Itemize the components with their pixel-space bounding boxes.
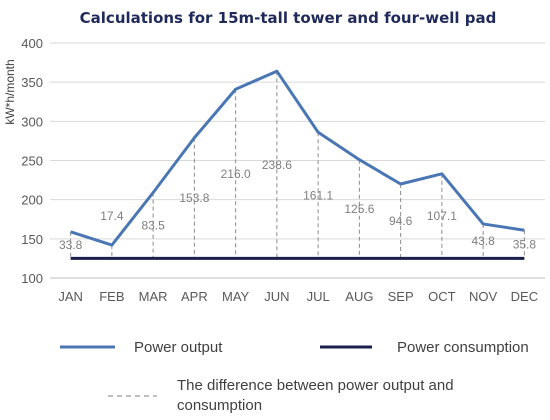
x-tick-jun: JUN [264, 289, 289, 304]
legend-power-output-label: Power output [134, 339, 223, 356]
x-tick-may: MAY [222, 289, 250, 304]
y-tick-labels: 100 150 200 250 300 350 400 [21, 36, 43, 286]
y-tick-200: 200 [21, 193, 43, 208]
series-line-power-output [70, 69, 525, 247]
y-axis-label: kW*h/month [3, 59, 17, 124]
gridlines [50, 42, 545, 279]
x-tick-jul: JUL [307, 289, 330, 304]
difference-label-nov: 43.8 [471, 234, 495, 248]
difference-label-apr: 153.8 [179, 191, 209, 205]
legend-power-consumption-label: Power consumption [397, 339, 529, 356]
y-tick-250: 250 [21, 154, 43, 169]
difference-label-jan: 33.8 [59, 238, 83, 252]
x-tick-apr: APR [181, 289, 208, 304]
difference-label-aug: 125.6 [344, 202, 374, 216]
x-tick-aug: AUG [345, 289, 373, 304]
x-tick-jan: JAN [58, 289, 83, 304]
x-tick-mar: MAR [139, 289, 168, 304]
legend: Power output Power consumption The diffe… [60, 339, 529, 414]
y-tick-300: 300 [21, 114, 43, 129]
legend-difference-line2: consumption [177, 397, 262, 414]
difference-label-mar: 83.5 [141, 219, 165, 233]
legend-difference-line1: The difference between power output and [177, 377, 454, 394]
difference-labels: 33.8 17.4 83.5 153.8 216.0 238.6 161.1 125.6 94.… [59, 158, 536, 252]
difference-label-jul: 161.1 [303, 188, 333, 202]
legend-difference-label: The difference between power output and … [177, 377, 458, 414]
y-tick-350: 350 [21, 75, 43, 90]
y-tick-100: 100 [21, 271, 43, 286]
x-tick-labels: JAN FEB MAR APR MAY JUN JUL AUG SEP OCT NOV DEC [58, 289, 538, 304]
x-tick-sep: SEP [388, 289, 414, 304]
difference-label-oct: 107.1 [427, 209, 457, 223]
chart-title: Calculations for 15m-tall tower and four… [80, 9, 497, 27]
x-tick-oct: OCT [428, 289, 456, 304]
difference-lines [70, 71, 525, 259]
x-tick-dec: DEC [511, 289, 538, 304]
difference-label-may: 216.0 [221, 167, 251, 181]
difference-label-sep: 94.6 [389, 214, 413, 228]
difference-label-feb: 17.4 [100, 209, 124, 223]
difference-label-dec: 35.8 [513, 237, 537, 251]
x-tick-feb: FEB [99, 289, 124, 304]
y-tick-150: 150 [21, 232, 43, 247]
y-tick-400: 400 [21, 36, 43, 51]
difference-label-jun: 238.6 [262, 158, 292, 172]
series-lines [70, 69, 525, 260]
x-tick-nov: NOV [469, 289, 498, 304]
